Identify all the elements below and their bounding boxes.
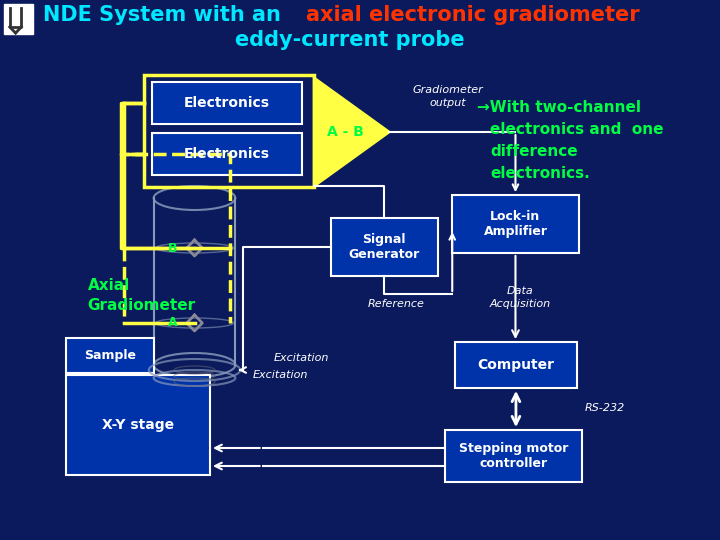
Bar	[152, 133, 302, 175]
Text: eddy-current probe: eddy-current probe	[235, 30, 465, 50]
Bar	[446, 430, 582, 482]
Bar	[152, 82, 302, 124]
Bar	[455, 342, 577, 388]
Text: Gradiometer: Gradiometer	[88, 298, 196, 313]
Text: A: A	[168, 316, 178, 329]
Text: difference: difference	[490, 144, 577, 159]
Text: Axial: Axial	[88, 278, 130, 293]
Text: Excitation: Excitation	[253, 370, 308, 380]
Text: Signal
Generator: Signal Generator	[348, 233, 420, 261]
Text: axial electronic gradiometer: axial electronic gradiometer	[306, 5, 640, 25]
Text: Electronics: Electronics	[184, 147, 269, 161]
Text: Acquisition: Acquisition	[490, 299, 551, 309]
Bar	[66, 338, 153, 373]
Text: B: B	[168, 241, 178, 254]
Text: Gradiometer: Gradiometer	[412, 85, 482, 95]
Text: RS-232: RS-232	[585, 403, 625, 413]
Bar	[4, 4, 33, 34]
Text: Excitation: Excitation	[274, 353, 329, 363]
Text: NDE System with an: NDE System with an	[42, 5, 288, 25]
Text: X-Y stage: X-Y stage	[102, 418, 174, 432]
Text: →With two-channel: →With two-channel	[477, 100, 641, 115]
Text: Computer: Computer	[477, 358, 554, 372]
Text: Electronics: Electronics	[184, 96, 269, 110]
Text: Stepping motor
controller: Stepping motor controller	[459, 442, 568, 470]
Bar	[452, 195, 579, 253]
Bar	[144, 75, 314, 187]
Text: Sample: Sample	[84, 349, 136, 362]
Bar	[66, 375, 210, 475]
Text: Data: Data	[507, 286, 534, 296]
Text: A - B: A - B	[327, 125, 364, 139]
Text: Lock-in
Amplifier: Lock-in Amplifier	[483, 210, 547, 238]
Text: electronics.: electronics.	[490, 166, 590, 181]
Text: electronics and  one: electronics and one	[490, 122, 664, 137]
Text: Reference: Reference	[367, 299, 424, 309]
Text: output: output	[429, 98, 466, 108]
Polygon shape	[314, 78, 389, 186]
Bar	[330, 218, 438, 276]
